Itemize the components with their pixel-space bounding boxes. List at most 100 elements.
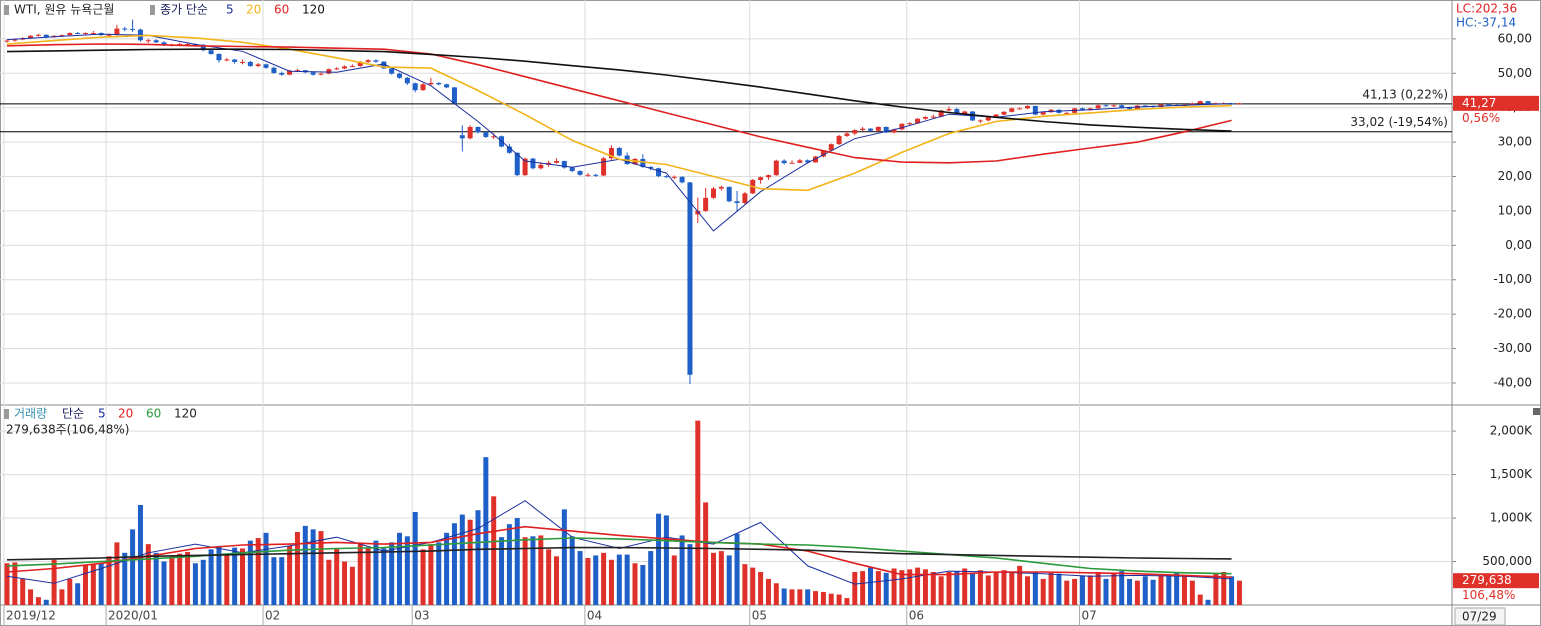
volume-summary: 279,638주(106,48%) <box>6 423 129 437</box>
volume-title: 거래량 <box>14 407 47 421</box>
volume-bar <box>192 563 198 605</box>
candle-body <box>200 44 206 51</box>
volume-bar <box>993 571 999 605</box>
volume-bar <box>397 532 402 605</box>
volume-bar <box>130 529 136 605</box>
volume-tick-label: 500,000 <box>1482 554 1532 568</box>
candle-body <box>381 61 387 69</box>
candle-body <box>1103 105 1109 107</box>
volume-bar <box>247 540 253 605</box>
candle-body <box>1095 105 1101 109</box>
candle-body <box>83 33 88 35</box>
volume-bar <box>153 552 159 605</box>
candle-body <box>106 34 112 36</box>
candle-body <box>161 42 167 46</box>
volume-bar <box>632 563 638 605</box>
volume-bar <box>616 554 622 605</box>
candle-body <box>240 61 245 63</box>
candle-body <box>1040 112 1046 115</box>
candle-body <box>342 66 348 69</box>
label-layer: WTI, 원유 뉴욕근월 종가 단순 LC:202,36 HC:-37,14 거… <box>4 2 1540 626</box>
volume-bar <box>263 532 269 605</box>
candle-body <box>326 69 332 74</box>
volume-bar <box>860 571 866 605</box>
volume-bar <box>601 552 607 605</box>
candle-body <box>506 146 512 153</box>
volume-bar <box>59 589 65 605</box>
volume-bar <box>491 496 497 605</box>
candle-body <box>561 161 567 168</box>
ma-line <box>6 43 1232 164</box>
volume-bar <box>1150 579 1156 605</box>
y-tick-label: 50,00 <box>1498 66 1532 80</box>
volume-bar <box>169 556 175 605</box>
volume-bar <box>734 533 740 605</box>
volume-ma-label: 단순 <box>62 407 84 421</box>
reference-label: 41,13 (0,22%) <box>1362 87 1448 101</box>
candle-body <box>915 118 921 124</box>
volume-bar <box>608 559 614 605</box>
volume-tick-label: 1,000K <box>1490 511 1533 525</box>
volume-bar <box>373 540 379 605</box>
candle-body <box>216 54 222 61</box>
candle-body <box>962 111 968 114</box>
volume-ratio: 106,48% <box>1462 588 1515 602</box>
volume-tick-label: 1,500K <box>1490 467 1533 481</box>
volume-bar <box>318 531 324 605</box>
candle-body <box>428 82 434 85</box>
volume-bar <box>922 569 928 605</box>
volume-bar <box>404 536 410 605</box>
legend-entry: 5 <box>226 3 234 17</box>
volume-bar <box>711 552 716 605</box>
candle-body <box>993 114 999 117</box>
candle-body <box>365 60 371 62</box>
collapse-icon[interactable] <box>1533 408 1540 415</box>
volume-bar <box>1072 578 1078 605</box>
volume-bar <box>20 578 26 605</box>
lc-label: LC:202,36 <box>1456 2 1517 16</box>
volume-bar <box>216 545 222 605</box>
volume-bar <box>67 578 73 605</box>
candle-body <box>373 60 379 62</box>
volume-bar <box>240 548 245 605</box>
volume-bar <box>773 583 779 605</box>
volume-bar <box>875 571 881 605</box>
y-tick-label: 60,00 <box>1498 31 1532 45</box>
volume-bar <box>1134 580 1140 605</box>
volume-bar <box>389 542 395 605</box>
volume-bar <box>451 523 457 605</box>
last-volume-box <box>1453 573 1539 589</box>
volume-bar <box>899 570 905 605</box>
candle-body <box>726 186 732 202</box>
volume-bar <box>679 535 685 605</box>
y-tick-label: 30,00 <box>1498 135 1532 149</box>
volume-bar <box>177 553 183 605</box>
candle-body <box>656 168 662 177</box>
candle-body <box>883 126 889 133</box>
candle-body <box>616 147 622 156</box>
candle-body <box>4 40 10 42</box>
volume-bar <box>907 569 913 605</box>
candle-body <box>813 156 819 163</box>
volume-bar <box>640 565 646 605</box>
volume-bar <box>475 510 481 605</box>
candle-body <box>789 162 795 164</box>
candle-body <box>1127 107 1133 110</box>
candle-body <box>247 61 253 67</box>
volume-tick-label: 2,000K <box>1490 424 1533 438</box>
candle-body <box>59 35 65 37</box>
candle-body <box>122 28 128 30</box>
volume-bar <box>428 544 434 605</box>
y-tick-label: -10,00 <box>1493 272 1532 286</box>
volume-bar <box>585 558 591 605</box>
candle-body <box>742 193 748 204</box>
volume-bar <box>1025 576 1030 605</box>
candle-body <box>593 174 599 176</box>
volume-bar <box>310 529 316 605</box>
chart-title: WTI, 원유 뉴욕근월 <box>14 3 114 17</box>
candle-body <box>67 33 73 36</box>
y-tick-label: -40,00 <box>1493 375 1532 389</box>
candle-body <box>349 66 355 68</box>
ma-line <box>6 34 1232 192</box>
